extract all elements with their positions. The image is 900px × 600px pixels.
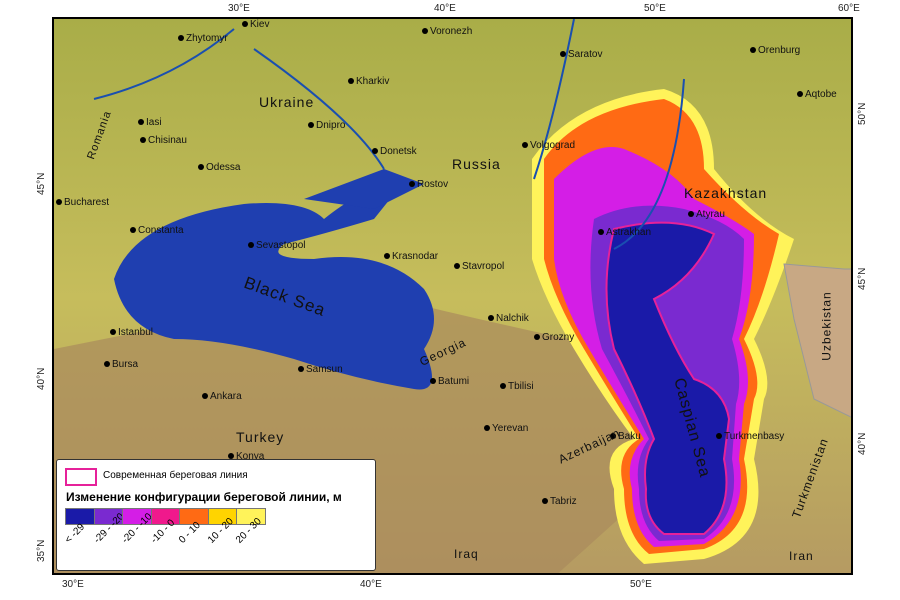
tick-bottom: 30°E	[62, 579, 84, 590]
label-turkey: Turkey	[236, 429, 285, 445]
label-iraq: Iraq	[454, 547, 479, 561]
city-odessa: Odessa	[198, 162, 240, 173]
city-zhytomyr: Zhytomyr	[178, 33, 228, 44]
tick-right: 50°N	[857, 102, 868, 125]
city-konya: Konya	[228, 451, 264, 462]
label-iran: Iran	[789, 549, 814, 563]
tick-top: 60°E	[838, 3, 860, 14]
tick-left: 40°N	[36, 367, 47, 390]
label-russia: Russia	[452, 156, 501, 172]
label-ukraine: Ukraine	[259, 94, 315, 110]
city-voronezh: Voronezh	[422, 26, 472, 37]
city-volgograd: Volgograd	[522, 140, 575, 151]
tick-left: 35°N	[36, 539, 47, 562]
city-donetsk: Donetsk	[372, 146, 417, 157]
city-batumi: Batumi	[430, 376, 469, 387]
city-kharkiv: Kharkiv	[348, 76, 389, 87]
city-yerevan: Yerevan	[484, 423, 528, 434]
tick-top: 50°E	[644, 3, 666, 14]
legend-swatch	[236, 508, 266, 525]
legend: Современная береговая линия Изменение ко…	[56, 459, 376, 571]
city-rostov: Rostov	[409, 179, 448, 190]
city-tbilisi: Tbilisi	[500, 381, 534, 392]
tick-top: 40°E	[434, 3, 456, 14]
legend-title: Изменение конфигурации береговой линии, …	[66, 490, 342, 504]
city-tabriz: Tabriz	[542, 496, 577, 507]
city-orenburg: Orenburg	[750, 45, 800, 56]
city-dnipro: Dnipro	[308, 120, 345, 131]
city-sevastopol: Sevastopol	[248, 240, 305, 251]
city-ankara: Ankara	[202, 391, 242, 402]
label-kazakhstan: Kazakhstan	[684, 185, 768, 201]
tick-right: 45°N	[857, 267, 868, 290]
city-turkmenbasy: Turkmenbasy	[716, 431, 784, 442]
city-krasnodar: Krasnodar	[384, 251, 438, 262]
tick-left: 45°N	[36, 172, 47, 195]
city-saratov: Saratov	[560, 49, 602, 60]
label-uzbekistan: Uzbekistan	[819, 291, 834, 361]
city-chisinau: Chisinau	[140, 135, 187, 146]
city-stavropol: Stavropol	[454, 261, 504, 272]
tick-top: 30°E	[228, 3, 250, 14]
black-sea	[114, 189, 434, 390]
city-nalchik: Nalchik	[488, 313, 529, 324]
city-iasi: Iasi	[138, 117, 162, 128]
shoreline-swatch	[65, 468, 97, 486]
shoreline-label: Современная береговая линия	[103, 470, 248, 481]
city-samsun: Samsun	[298, 364, 343, 375]
city-astrakhan: Astrakhan	[598, 227, 651, 238]
city-istanbul: Istanbul	[110, 327, 153, 338]
city-aqtobe: Aqtobe	[797, 89, 837, 100]
tick-bottom: 40°E	[360, 579, 382, 590]
city-bucharest: Bucharest	[56, 197, 109, 208]
legend-class-label: < -29	[63, 521, 88, 546]
sea-of-azov	[304, 169, 424, 209]
caspian-sea	[605, 221, 731, 535]
city-atyrau: Atyrau	[688, 209, 725, 220]
city-grozny: Grozny	[534, 332, 574, 343]
tick-right: 40°N	[857, 432, 868, 455]
city-bursa: Bursa	[104, 359, 138, 370]
tick-bottom: 50°E	[630, 579, 652, 590]
city-baku: Baku	[610, 431, 641, 442]
rivers	[93, 19, 685, 250]
city-constanta: Constanta	[130, 225, 184, 236]
uzbekistan-area	[783, 263, 851, 418]
city-kiev: Kiev	[242, 19, 269, 30]
